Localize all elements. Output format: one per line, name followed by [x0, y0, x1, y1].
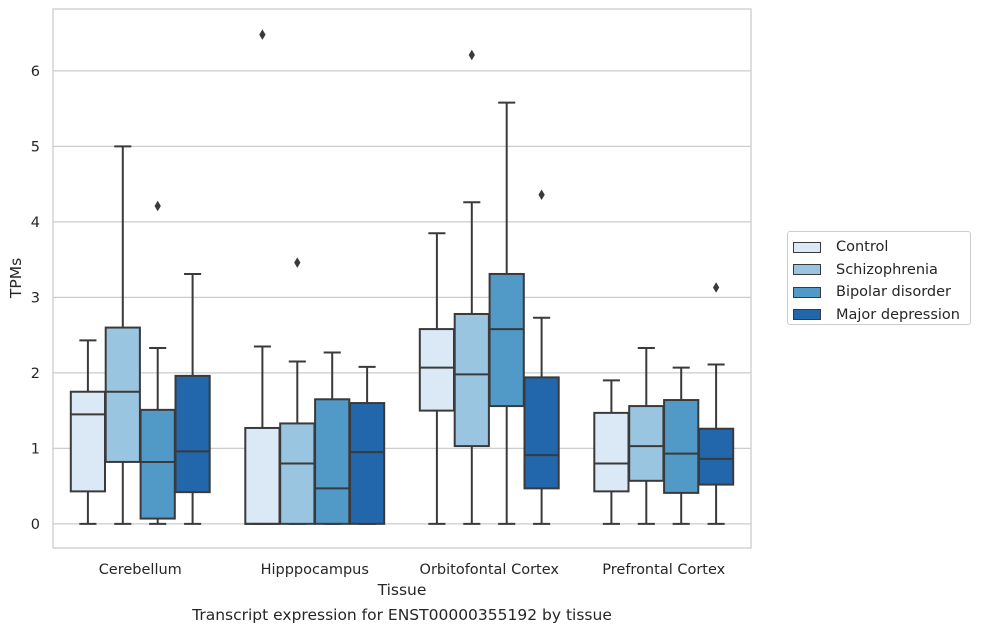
outlier-point: [712, 282, 720, 293]
x-tick-label: Hipppocampus: [261, 562, 369, 578]
box-major-depression: [348, 365, 386, 525]
x-axis-label: Tissue: [377, 581, 427, 599]
box-iqr: [488, 272, 525, 408]
box-iqr: [418, 328, 456, 412]
plot-area-frame: [52, 8, 752, 549]
y-tick-label: 6: [31, 64, 40, 80]
legend-label: Control: [836, 239, 889, 256]
box-major-depression: [174, 272, 211, 525]
y-tick-label: 5: [31, 139, 40, 155]
box-iqr: [593, 411, 630, 493]
figure-caption: Transcript expression for ENST0000035519…: [192, 606, 612, 624]
box-bipolar-disorder: [663, 366, 700, 525]
legend-item: Control: [793, 236, 970, 259]
y-tick-label: 3: [31, 290, 40, 306]
outlier-point: [538, 189, 545, 200]
y-tick-label: 4: [31, 215, 40, 231]
box-control: [593, 379, 630, 525]
legend-swatch: [793, 286, 821, 298]
legend-item: Schizophrenia: [793, 259, 970, 282]
box-major-depression: [697, 282, 735, 525]
x-tick-label: Cerebellum: [99, 562, 182, 578]
outlier-point: [294, 257, 301, 268]
box-iqr: [348, 402, 386, 525]
legend-swatch: [793, 264, 821, 276]
box-iqr: [628, 405, 665, 482]
box-bipolar-disorder: [314, 351, 351, 525]
legend-item: Bipolar disorder: [793, 281, 970, 304]
y-tick-label: 1: [31, 441, 40, 457]
box-iqr: [314, 398, 351, 525]
box-control: [244, 29, 281, 525]
box-iqr: [663, 399, 700, 494]
x-axis-ticks: Cerebellum Hipppocampus Orbitofontal Corte…: [99, 562, 726, 578]
box-schizophrenia: [628, 346, 665, 525]
x-tick-label: Prefrontal Cortex: [602, 562, 725, 578]
outlier-point: [468, 49, 475, 61]
legend: Control Schizophrenia Bipolar disorder Majo…: [787, 231, 971, 325]
legend-label: Major depression: [836, 306, 960, 323]
box-iqr: [244, 426, 281, 525]
legend-swatch: [793, 309, 821, 321]
box-control: [69, 339, 107, 525]
y-axis-label: TPMs: [7, 258, 25, 299]
legend-swatch: [793, 241, 821, 253]
y-tick-label: 2: [31, 366, 40, 382]
box-schizophrenia: [104, 145, 141, 525]
box-iqr: [523, 376, 560, 490]
y-tick-label: 0: [31, 517, 40, 533]
box-iqr: [453, 312, 490, 448]
box-iqr: [279, 422, 316, 525]
box-control: [418, 232, 456, 525]
box-iqr: [697, 427, 735, 486]
box-iqr: [69, 390, 107, 493]
box-iqr: [174, 374, 211, 494]
box-bipolar-disorder: [488, 101, 525, 525]
box-iqr: [104, 326, 141, 463]
box-bipolar-disorder: [139, 200, 176, 525]
outlier-point: [154, 200, 161, 212]
legend-item: Major depression: [793, 304, 970, 327]
x-tick-label: Orbitofontal Cortex: [420, 562, 560, 578]
box-major-depression: [523, 189, 560, 525]
legend-label: Schizophrenia: [836, 261, 938, 278]
box-schizophrenia: [453, 49, 490, 525]
box-iqr: [139, 408, 176, 520]
y-axis-ticks: 0 1 2 3 4 5 6: [31, 64, 40, 533]
box-layer: [69, 29, 735, 525]
legend-label: Bipolar disorder: [836, 284, 951, 301]
outlier-point: [259, 29, 266, 40]
